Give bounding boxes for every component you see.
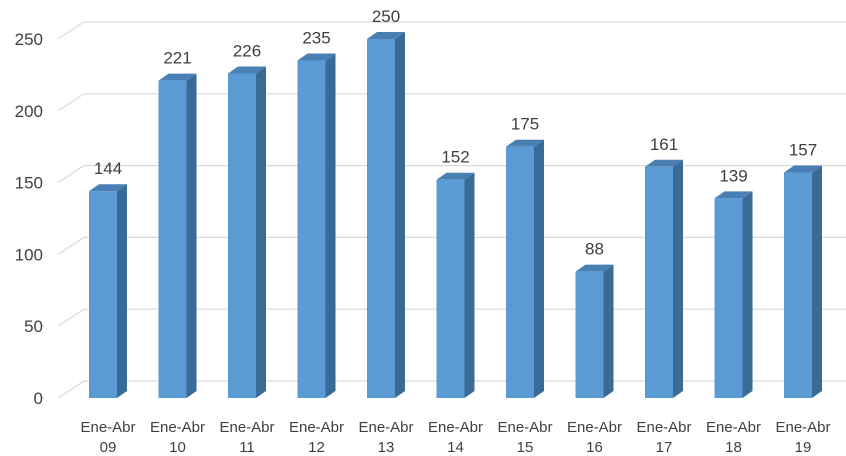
gridline xyxy=(57,21,846,40)
data-label: 250 xyxy=(372,7,400,26)
bar-side-face xyxy=(256,66,266,399)
y-tick-label: 100 xyxy=(15,245,43,264)
bar-top-face xyxy=(89,184,127,192)
gridline xyxy=(57,93,846,112)
category-label-line1: Ene-Abr xyxy=(428,419,483,436)
bar xyxy=(228,66,266,399)
x-axis-category-labels: Ene-Abr 09 Ene-Abr 10 Ene-Abr 11 Ene-Abr 12 Ene-… xyxy=(80,419,830,456)
bar-front-face xyxy=(436,179,465,398)
category-label-line2: 10 xyxy=(169,439,186,456)
bar-top-face xyxy=(506,139,544,147)
bar-top-face xyxy=(297,53,336,61)
bar xyxy=(367,32,405,398)
category-label-line2: 17 xyxy=(656,439,673,456)
bar-front-face xyxy=(297,60,326,398)
bar xyxy=(436,172,475,398)
category-label-line1: Ene-Abr xyxy=(567,419,622,436)
bar xyxy=(784,165,822,398)
gridline xyxy=(57,165,846,184)
data-label: 88 xyxy=(585,240,604,259)
bar-front-face xyxy=(575,271,604,398)
category-label-line1: Ene-Abr xyxy=(80,419,135,436)
category-label-line2: 16 xyxy=(586,439,603,456)
data-label: 221 xyxy=(163,49,191,68)
category-label-line2: 18 xyxy=(725,439,742,456)
bar-side-face xyxy=(186,73,197,399)
category-label-line1: Ene-Abr xyxy=(706,419,761,436)
bar-side-face xyxy=(812,165,822,398)
bar-top-face xyxy=(228,66,266,74)
bar-front-face xyxy=(714,198,743,398)
y-axis-tick-labels: 0 50 100 150 200 250 xyxy=(15,30,43,408)
category-label-line1: Ene-Abr xyxy=(289,419,344,436)
bar xyxy=(645,159,683,398)
bar-side-face xyxy=(742,191,753,398)
bar-side-face xyxy=(673,159,683,398)
bar-side-face xyxy=(464,172,475,398)
bar-front-face xyxy=(645,166,673,398)
category-label-line1: Ene-Abr xyxy=(775,419,830,436)
category-label-line1: Ene-Abr xyxy=(358,419,413,436)
bar-top-face xyxy=(436,172,475,180)
data-label: 152 xyxy=(441,148,469,167)
category-label-line2: 11 xyxy=(239,439,255,456)
data-label: 226 xyxy=(233,41,261,60)
bar xyxy=(506,139,544,398)
y-tick-label: 200 xyxy=(15,102,43,121)
category-label-line2: 09 xyxy=(100,439,117,456)
data-label: 144 xyxy=(94,159,122,178)
bar xyxy=(714,191,753,398)
bar-front-face xyxy=(158,80,187,399)
bars xyxy=(89,32,822,399)
bar-top-face xyxy=(367,32,405,39)
data-label: 235 xyxy=(302,29,330,48)
bar xyxy=(158,73,197,399)
data-label: 157 xyxy=(789,141,817,160)
bar-top-face xyxy=(158,73,197,81)
bar-side-face xyxy=(395,32,405,398)
data-labels: 144 221 226 235 250 152 175 88 161 139 157 xyxy=(94,7,817,259)
y-tick-label: 50 xyxy=(24,317,43,336)
bar-side-face xyxy=(534,139,544,398)
category-label-line1: Ene-Abr xyxy=(219,419,274,436)
category-label-line2: 14 xyxy=(447,439,464,456)
bar-top-face xyxy=(784,165,822,173)
bar-side-face xyxy=(603,264,614,398)
y-tick-label: 150 xyxy=(15,174,43,193)
y-tick-label: 0 xyxy=(34,389,43,408)
bar-front-face xyxy=(784,172,812,398)
bar xyxy=(297,53,336,398)
bar-side-face xyxy=(117,184,127,398)
bar xyxy=(575,264,614,398)
category-label-line1: Ene-Abr xyxy=(497,419,552,436)
category-label-line2: 15 xyxy=(517,439,534,456)
bar-front-face xyxy=(367,39,395,398)
category-label-line2: 12 xyxy=(308,439,325,456)
bar-top-face xyxy=(714,191,753,199)
data-label: 161 xyxy=(650,135,678,154)
bar-top-face xyxy=(575,264,614,272)
bar-side-face xyxy=(325,53,336,398)
bar-front-face xyxy=(228,73,256,399)
category-label-line2: 19 xyxy=(795,439,812,456)
category-label-line1: Ene-Abr xyxy=(150,419,205,436)
category-label-line2: 13 xyxy=(378,439,395,456)
bar-front-face xyxy=(506,146,534,398)
bar xyxy=(89,184,127,398)
bar-top-face xyxy=(645,159,683,167)
gridline xyxy=(57,236,846,255)
data-label: 139 xyxy=(719,166,747,185)
category-label-line1: Ene-Abr xyxy=(636,419,691,436)
y-tick-label: 250 xyxy=(15,30,43,49)
data-label: 175 xyxy=(511,115,539,134)
bar-front-face xyxy=(89,191,117,398)
